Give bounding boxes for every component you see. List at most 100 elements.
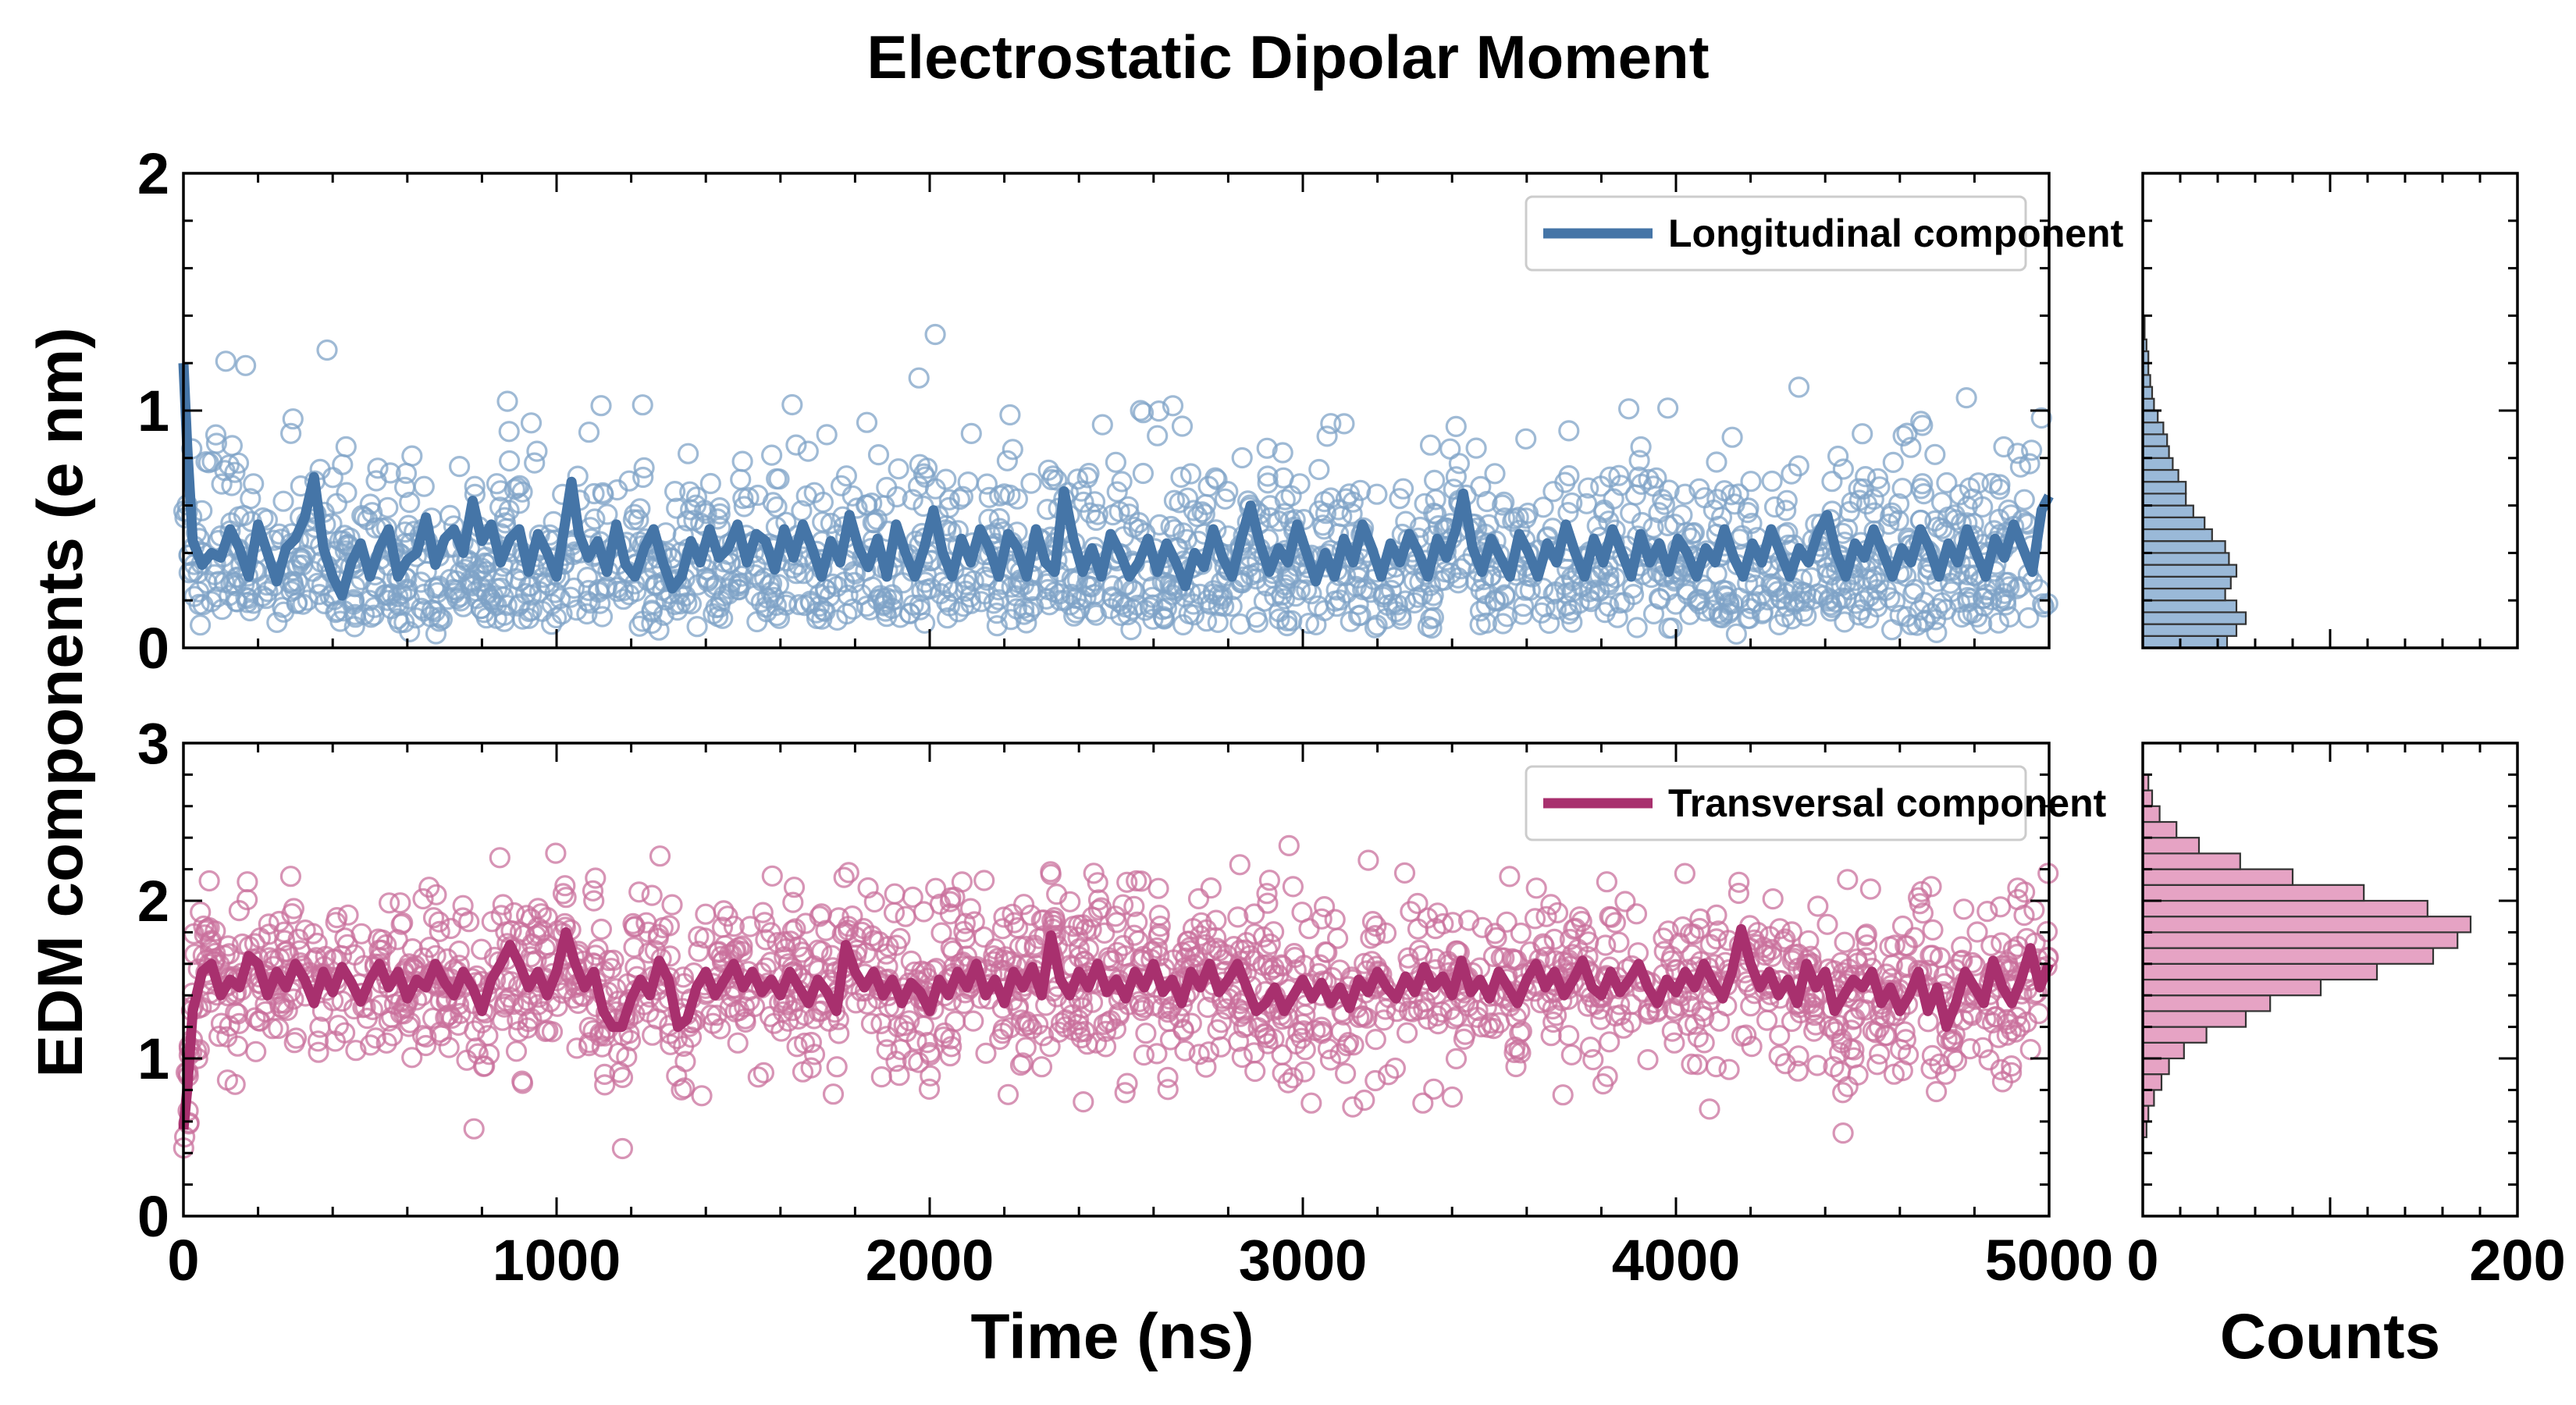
scatter-point: [536, 934, 559, 956]
scatter-point: [307, 572, 329, 594]
scatter-point: [1443, 1008, 1465, 1030]
scatter-point: [325, 912, 347, 934]
histogram-bar: [2141, 457, 2174, 471]
scatter-point: [856, 411, 878, 433]
scatter-point: [507, 595, 529, 617]
scatter-point: [760, 572, 783, 595]
scatter-point: [439, 504, 461, 527]
scatter-point: [1693, 1032, 1715, 1054]
scatter-point: [1065, 587, 1087, 610]
scatter-point: [1834, 611, 1856, 633]
scatter-point: [1118, 503, 1140, 525]
scatter-point: [1614, 891, 1636, 912]
scatter-point: [920, 1065, 941, 1087]
scatter-point: [1320, 487, 1342, 509]
scatter-point: [393, 476, 416, 499]
scatter-point: [233, 504, 255, 527]
scatter-point: [717, 905, 738, 927]
scatter-point: [1672, 916, 1694, 938]
scatter-point: [867, 443, 890, 466]
scatter-point: [1414, 493, 1436, 514]
scatter-point: [1505, 1007, 1527, 1029]
scatter-point: [372, 929, 393, 951]
scatter-point: [2030, 407, 2052, 429]
scatter-point: [1493, 507, 1516, 529]
scatter-point: [324, 1030, 347, 1052]
scatter-point: [618, 1023, 640, 1044]
scatter-point: [918, 1078, 941, 1101]
histogram-bar: [2141, 837, 2201, 855]
scatter-point: [685, 486, 708, 508]
scatter-point: [731, 565, 753, 587]
scatter-point: [218, 454, 240, 476]
scatter-point: [1243, 1042, 1265, 1064]
scatter-point: [1856, 923, 1877, 945]
scatter-point: [1823, 1056, 1845, 1078]
scatter-point: [1112, 593, 1133, 615]
scatter-point: [511, 1070, 533, 1092]
scatter-point: [1210, 1036, 1232, 1058]
scatter-point: [1066, 468, 1089, 490]
scatter-point: [1257, 892, 1279, 914]
scatter-point: [830, 475, 852, 496]
scatter-point: [401, 445, 423, 467]
scatter-point: [993, 906, 1015, 928]
scatter-point: [1172, 1018, 1194, 1040]
scatter-point: [1278, 834, 1300, 857]
scatter-point: [464, 475, 486, 497]
scatter-point: [843, 571, 866, 594]
histogram-bar: [2141, 978, 2322, 997]
scatter-point: [724, 1001, 746, 1023]
scatter-point: [1320, 413, 1342, 435]
scatter-point: [596, 503, 618, 525]
scatter-point: [1041, 468, 1062, 491]
scatter-point: [1285, 585, 1307, 607]
scatter-point: [471, 938, 493, 960]
scatter-point: [1152, 606, 1174, 628]
scatter-point: [1257, 465, 1279, 487]
scatter-point: [436, 948, 458, 970]
scatter-point: [2013, 489, 2035, 510]
scatter-point: [1788, 455, 1809, 477]
scatter-point: [1892, 425, 1914, 447]
scatter-point: [661, 894, 683, 916]
scatter-point: [1794, 590, 1816, 612]
scatter-point: [1837, 1076, 1859, 1097]
scatter-point: [1331, 505, 1353, 528]
scatter-point: [454, 558, 476, 581]
scatter-point: [800, 1031, 823, 1054]
scatter-point: [1351, 1005, 1373, 1027]
scatter-point: [1579, 1036, 1602, 1058]
scatter-point: [1162, 395, 1184, 417]
scatter-point: [1961, 1005, 1983, 1026]
scatter-point: [1259, 933, 1281, 955]
scatter-point: [671, 1079, 692, 1101]
scatter-point: [1112, 894, 1134, 916]
scatter-point: [1123, 924, 1145, 946]
scatter-point: [999, 484, 1021, 507]
scatter-point: [1924, 510, 1946, 532]
scatter-point: [1147, 925, 1169, 948]
scatter-point: [902, 886, 923, 909]
scatter-point: [1595, 934, 1617, 956]
scatter-point: [688, 926, 710, 948]
scatter-point: [1146, 1043, 1168, 1065]
scatter-point: [810, 1000, 832, 1023]
scatter-point: [1258, 870, 1281, 891]
scatter-point: [1519, 941, 1541, 963]
scatter-point: [1661, 945, 1683, 968]
scatter-point: [1927, 597, 1948, 620]
scatter-point: [1000, 609, 1022, 631]
scatter-point: [1015, 1037, 1037, 1058]
scatter-point: [228, 899, 250, 922]
scatter-point: [1787, 1060, 1809, 1082]
scatter-point: [452, 907, 474, 929]
scatter-point: [1777, 521, 1799, 543]
scatter-point: [1412, 1092, 1434, 1114]
scatter-point: [1648, 502, 1670, 524]
scatter-point: [1356, 578, 1378, 600]
scatter-point: [1592, 501, 1615, 524]
scatter-point: [412, 887, 434, 910]
scatter-point: [976, 473, 998, 495]
scatter-point: [1663, 1032, 1685, 1054]
